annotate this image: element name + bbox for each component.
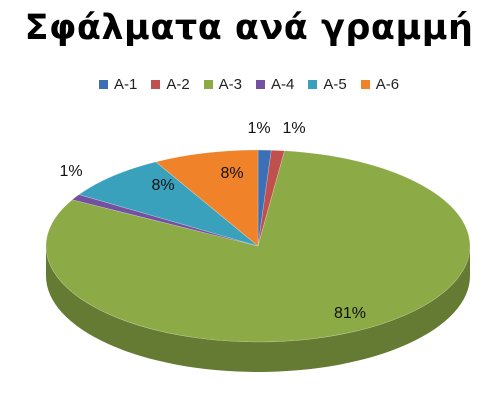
data-label-a-1: 1% [247, 120, 270, 137]
legend-label-a4: A-4 [271, 76, 295, 93]
pie-side-a-3 [46, 246, 470, 372]
legend-label-a6: A-6 [375, 76, 400, 93]
legend-swatch-a6 [360, 80, 370, 89]
legend-label-a3: A-3 [218, 76, 242, 93]
legend-item-a2: A-2 [151, 76, 190, 93]
chart-title: Σφάλματα ανά γραμμή [24, 8, 474, 48]
data-label-a-6: 8% [220, 165, 243, 182]
legend-label-a1: A-1 [113, 76, 138, 93]
pie-slice-a-6 [155, 149, 259, 247]
legend-swatch-a5 [308, 80, 318, 89]
data-label-a-5: 8% [151, 177, 174, 194]
legend-swatch-a3 [203, 80, 213, 89]
pie-sides [46, 246, 470, 372]
legend-label-a2: A-2 [166, 76, 190, 93]
pie-slice-a-4 [71, 194, 259, 247]
data-label-a-4: 1% [59, 163, 82, 180]
legend-item-a3: A-3 [203, 76, 242, 93]
legend-item-a6: A-6 [360, 76, 400, 93]
data-label-a-3: 81% [334, 305, 366, 322]
legend-item-a5: A-5 [308, 76, 347, 93]
legend-item-a1: A-1 [98, 76, 138, 93]
legend-item-a4: A-4 [256, 76, 294, 93]
data-label-a-2: 1% [282, 120, 305, 137]
legend-swatch-a1 [98, 80, 108, 89]
pie-slice-a-2 [257, 149, 285, 247]
legend: A-1 A-2 A-3 A-4 A-5 A-6 [0, 76, 498, 93]
pie-tops [45, 149, 471, 343]
pie-slice-a-1 [257, 149, 272, 247]
legend-label-a5: A-5 [323, 76, 347, 93]
legend-swatch-a2 [151, 80, 161, 89]
pie-slice-a-5 [78, 161, 259, 247]
legend-swatch-a4 [256, 80, 265, 89]
pie-labels: 1% 1% 81% 1% 8% 8% [59, 120, 366, 322]
pie-slice-a-3 [45, 150, 471, 343]
